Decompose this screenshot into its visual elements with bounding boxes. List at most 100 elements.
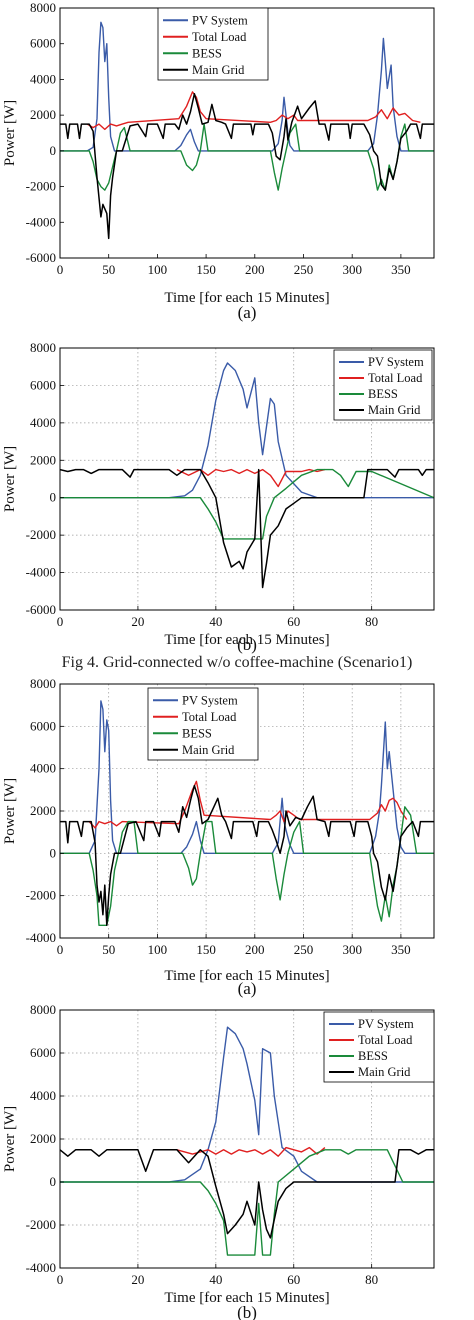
y-tick-label: 2000 xyxy=(30,1131,56,1146)
y-tick-label: 4000 xyxy=(30,1088,56,1103)
series-line-bess xyxy=(60,1149,434,1256)
chart-4: 0 20 40 60 80 8000 6000 4000 2000 0 -2000 -4000 Time… xyxy=(2,1002,435,1320)
y-tick-label: 8000 xyxy=(30,1002,56,1017)
y-tick-label: -4000 xyxy=(26,930,56,945)
y-tick-label: 0 xyxy=(50,845,57,860)
x-tick-label: 0 xyxy=(57,262,64,277)
x-tick-label: 350 xyxy=(391,942,411,957)
y-tick-label: 4000 xyxy=(30,761,56,776)
series-line-total-load xyxy=(86,91,421,131)
chart-2: 0 20 40 60 80 8000 6000 4000 2000 0 -2000 -4000 -600… xyxy=(2,340,435,654)
y-tick-label: 6000 xyxy=(30,377,56,392)
y-tick-label: -6000 xyxy=(26,250,56,265)
legend-label: PV System xyxy=(182,693,238,707)
series-group xyxy=(60,1026,434,1256)
legend-label: Total Load xyxy=(182,710,237,724)
x-tick-label: 350 xyxy=(391,262,411,277)
x-axis-label: Time [for each 15 Minutes] xyxy=(164,1290,329,1306)
y-tick-label: 8000 xyxy=(30,676,56,691)
legend-label: BESS xyxy=(358,1049,388,1063)
series-line-total-load xyxy=(176,468,326,488)
series-line-main-grid xyxy=(60,1149,434,1239)
y-tick-label: 4000 xyxy=(30,415,56,430)
x-tick-label: 50 xyxy=(102,262,115,277)
x-tick-label: 50 xyxy=(102,942,115,957)
legend-label: Main Grid xyxy=(182,743,235,757)
y-tick-label: -2000 xyxy=(26,527,56,542)
x-tick-label: 250 xyxy=(294,262,314,277)
y-tick-label: 4000 xyxy=(30,71,56,86)
chart-panel-1: 0 50 100 150 200 250 300 350 8000 6000 4000 2000 0 -2… xyxy=(0,0,474,322)
y-axis-label: Power [W] xyxy=(2,100,18,166)
y-tick-label: -6000 xyxy=(26,602,56,617)
y-axis-label: Power [W] xyxy=(2,778,18,844)
legend-label: Total Load xyxy=(358,1033,413,1047)
x-tick-label: 200 xyxy=(245,262,265,277)
y-tick-label: 0 xyxy=(50,143,57,158)
chart-panel-2: 0 20 40 60 80 8000 6000 4000 2000 0 -2000 -4000 -600… xyxy=(0,328,474,654)
legend-label: BESS xyxy=(368,387,398,401)
x-tick-label: 100 xyxy=(148,262,168,277)
series-line-pv-system xyxy=(60,362,434,499)
series-group xyxy=(60,362,434,589)
x-tick-label: 150 xyxy=(196,942,216,957)
y-tick-label: -4000 xyxy=(26,565,56,580)
y-tick-label: 0 xyxy=(50,490,57,505)
legend-label: Total Load xyxy=(368,371,423,385)
x-tick-label: 250 xyxy=(294,942,314,957)
y-tick-label: 6000 xyxy=(30,1045,56,1060)
x-tick-label: 60 xyxy=(287,1272,300,1287)
y-tick-label: -4000 xyxy=(26,1260,56,1275)
y-tick-label: 6000 xyxy=(30,718,56,733)
x-tick-label: 40 xyxy=(209,1272,222,1287)
series-line-pv-system xyxy=(60,1026,434,1183)
figure-caption: Fig 4. Grid-connected w/o coffee-machine… xyxy=(61,654,413,671)
series-line-total-load xyxy=(88,780,408,829)
legend-label: Main Grid xyxy=(358,1065,411,1079)
x-tick-label: 100 xyxy=(148,942,168,957)
chart-panel-4: 0 20 40 60 80 8000 6000 4000 2000 0 -2000 -4000 Time… xyxy=(0,998,474,1320)
legend-label: Total Load xyxy=(192,30,247,44)
series-line-bess xyxy=(60,468,434,540)
x-tick-label: 300 xyxy=(342,942,362,957)
x-axis-label: Time [for each 15 Minutes] xyxy=(164,968,329,984)
series-line-main-grid xyxy=(60,92,434,240)
x-tick-label: 80 xyxy=(365,614,378,629)
x-tick-label: 40 xyxy=(209,614,222,629)
legend-label: PV System xyxy=(368,355,424,369)
y-tick-label: -2000 xyxy=(26,1217,56,1232)
series-line-bess xyxy=(60,806,434,926)
y-tick-label: 0 xyxy=(50,1174,57,1189)
y-tick-label: 2000 xyxy=(30,452,56,467)
legend-label: PV System xyxy=(192,13,248,27)
x-tick-label: 0 xyxy=(57,1272,64,1287)
chart-3: 0 50 100 150 200 250 300 350 8000 6000 4000 2000 0 -2… xyxy=(2,676,435,998)
y-tick-label: -2000 xyxy=(26,179,56,194)
legend-label: Main Grid xyxy=(368,403,421,417)
series-line-main-grid xyxy=(60,784,434,927)
panel-caption: (a) xyxy=(238,303,257,322)
plot-frame xyxy=(59,347,435,611)
panel-caption: (b) xyxy=(237,635,257,654)
y-tick-label: 2000 xyxy=(30,803,56,818)
series-group xyxy=(60,21,434,240)
legend-label: BESS xyxy=(182,726,212,740)
legend: PV System Total Load BESS Main Grid xyxy=(323,1011,435,1083)
chart-panel-3: 0 50 100 150 200 250 300 350 8000 6000 4000 2000 0 -2… xyxy=(0,676,474,998)
y-axis-label: Power [W] xyxy=(2,446,18,512)
series-line-main-grid xyxy=(60,468,434,589)
panel-caption: (a) xyxy=(238,979,257,998)
x-tick-label: 0 xyxy=(57,614,64,629)
legend: PV System Total Load BESS Main Grid xyxy=(333,349,433,421)
series-line-total-load xyxy=(176,1146,326,1157)
x-axis-label: Time [for each 15 Minutes] xyxy=(164,632,329,648)
series-group xyxy=(60,700,434,927)
x-axis-label: Time [for each 15 Minutes] xyxy=(164,290,329,306)
legend: PV System Total Load BESS Main Grid xyxy=(147,687,259,761)
y-tick-label: -4000 xyxy=(26,214,56,229)
y-axis-label: Power [W] xyxy=(2,1106,18,1172)
x-tick-label: 150 xyxy=(196,262,216,277)
x-tick-label: 20 xyxy=(131,614,144,629)
chart-1: 0 50 100 150 200 250 300 350 8000 6000 4000 2000 0 -2… xyxy=(2,0,435,322)
y-tick-label: 8000 xyxy=(30,0,56,15)
